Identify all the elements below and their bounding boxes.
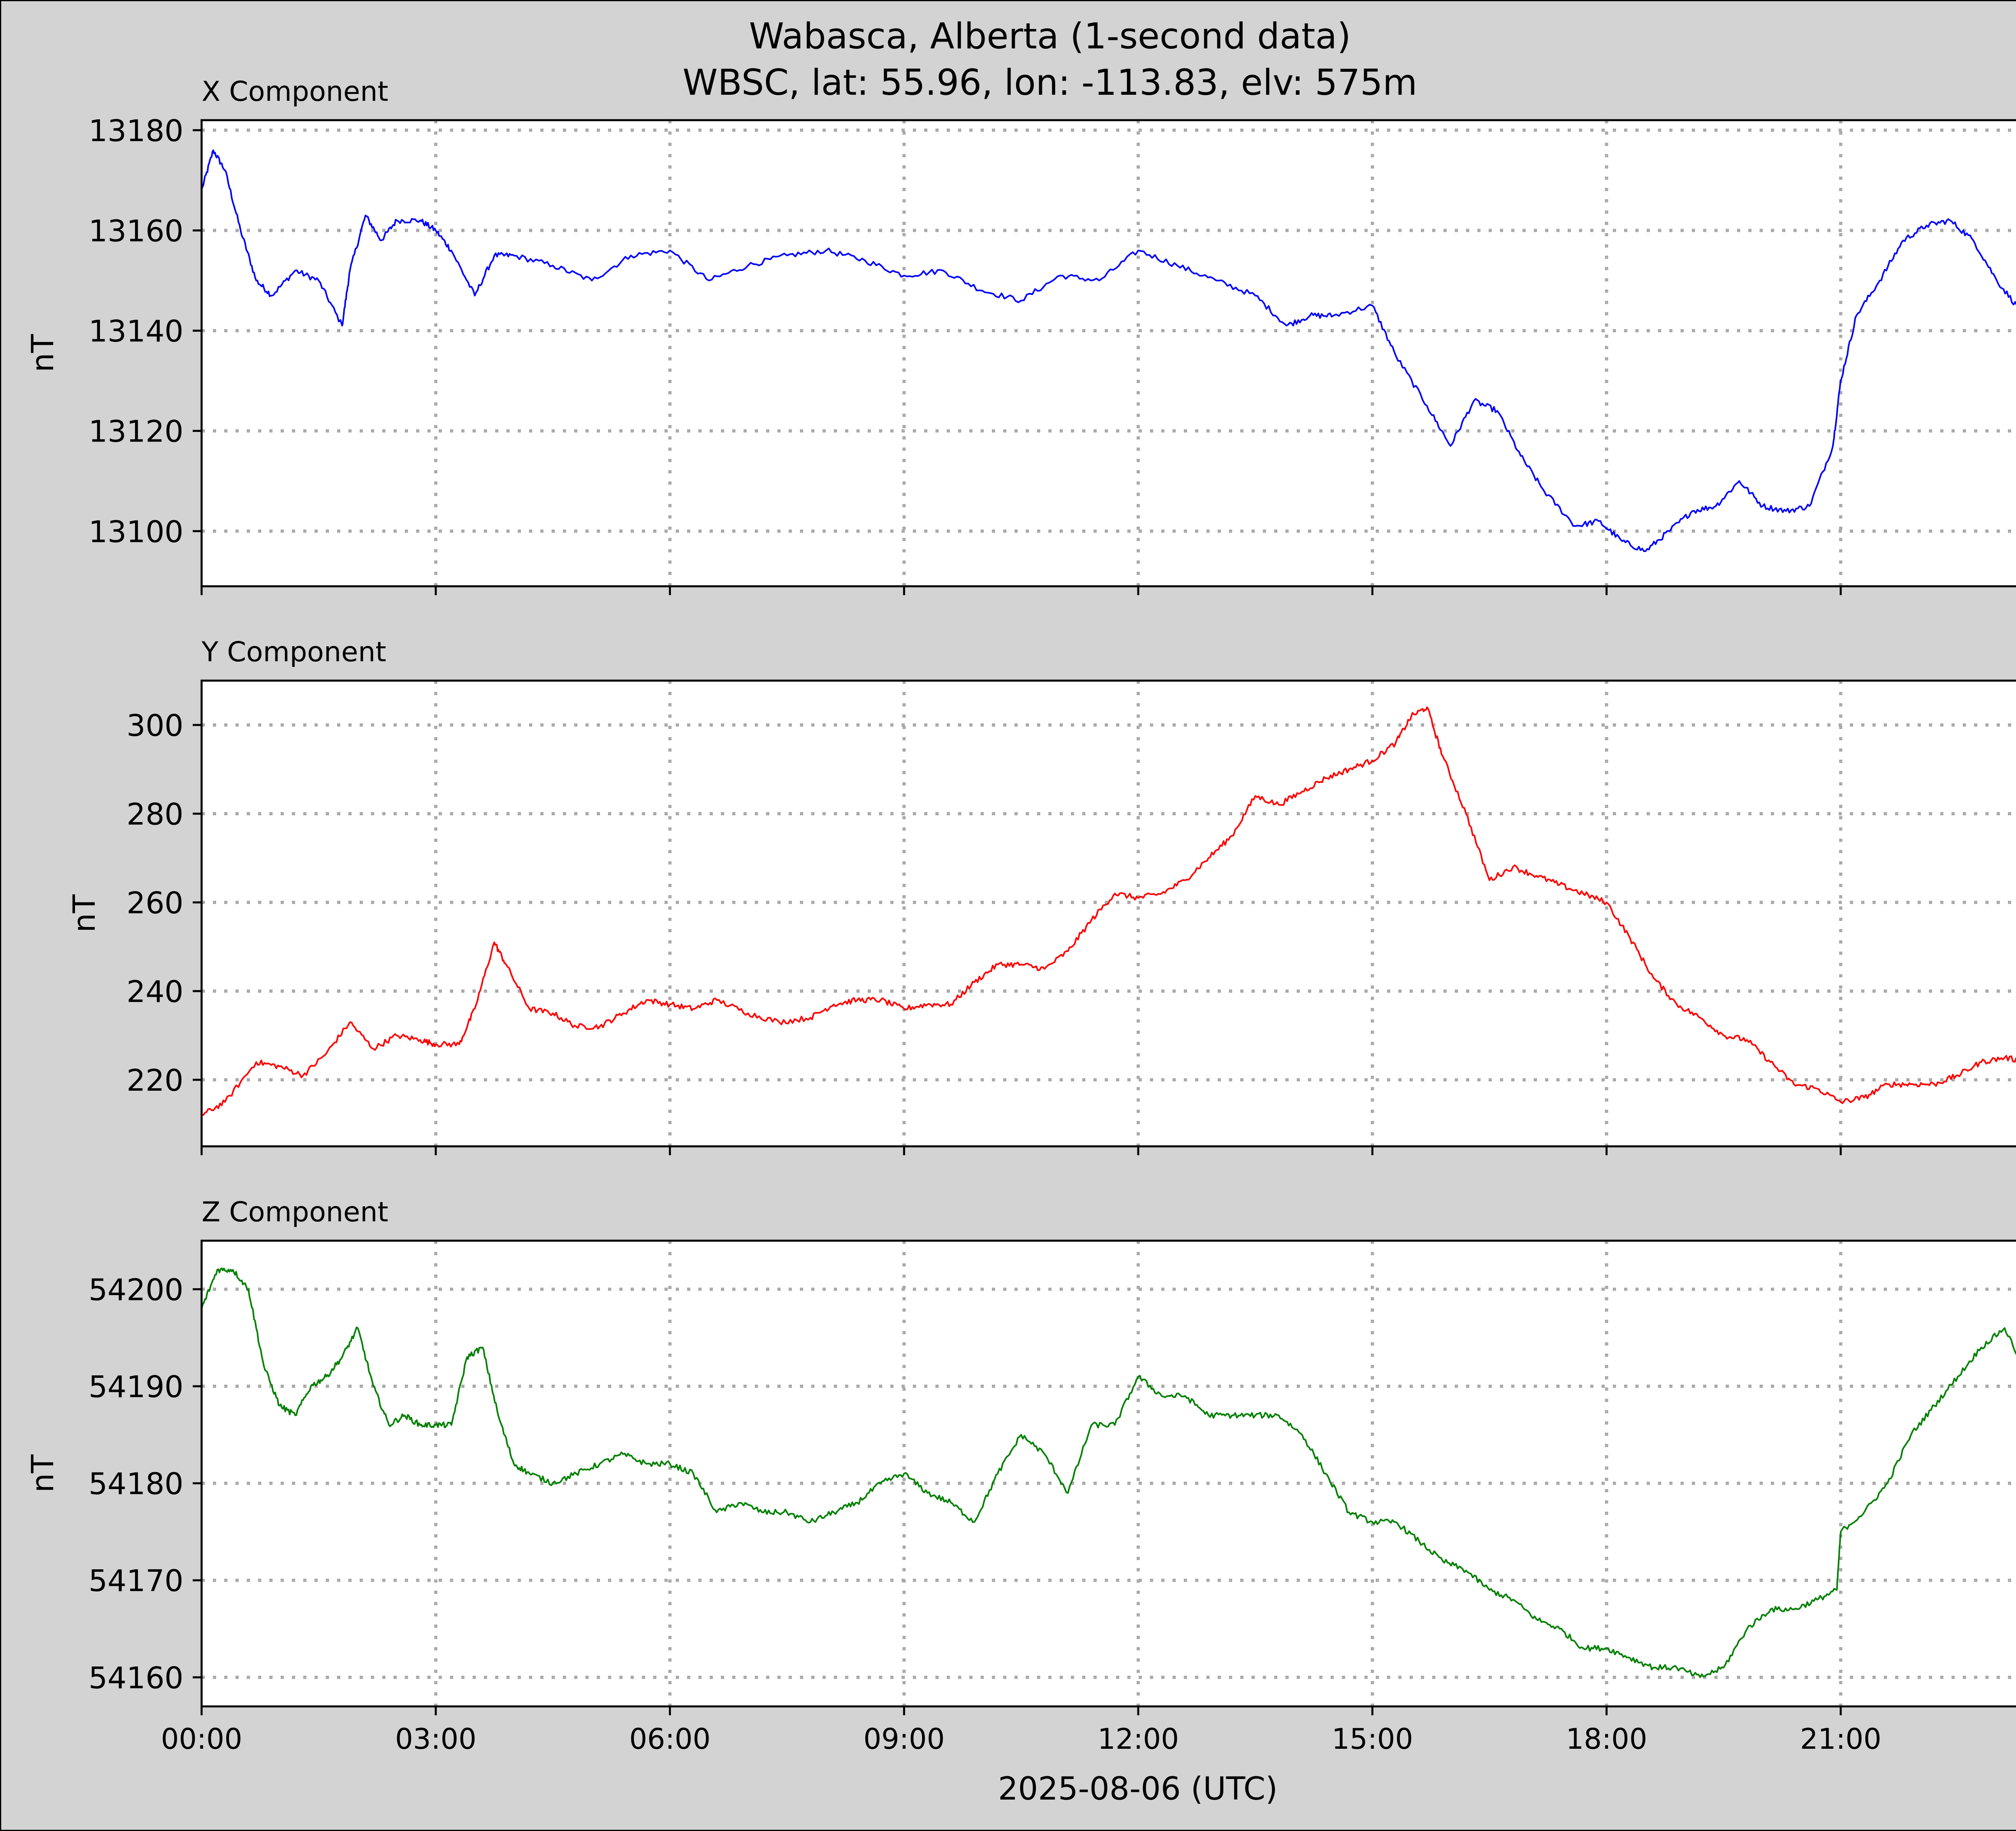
x-component-line — [201, 149, 2016, 552]
y-tick-label: 13160 — [89, 214, 183, 248]
y-tick-label: 13180 — [89, 114, 183, 148]
x-tick-label: 00:00 — [161, 1723, 242, 1756]
x-tick-label: 06:00 — [629, 1723, 711, 1756]
y-tick-label: 13120 — [89, 415, 183, 449]
x-tick-label: 03:00 — [395, 1723, 477, 1756]
y-tick-label: 220 — [127, 1063, 183, 1098]
x-axis-label: 2025-08-06 (UTC) — [998, 1771, 1278, 1807]
y-tick-label: 13100 — [89, 515, 183, 549]
plot-area — [202, 681, 2016, 1146]
y-axis-label: nT — [66, 894, 102, 933]
panel-subtitle: Z Component — [202, 1196, 388, 1228]
plot-area — [202, 1241, 2016, 1706]
panel-subtitle: X Component — [202, 76, 388, 108]
y-axis-label: nT — [25, 334, 60, 372]
z-component-line — [201, 1267, 2016, 1678]
plot-area — [202, 120, 2016, 586]
y-tick-label: 13140 — [89, 314, 183, 349]
z-component-panel: 54160 54170 54180 54190 54200 00:00 03:00 06:00… — [25, 1196, 2016, 1756]
y-tick-label: 280 — [127, 797, 183, 832]
y-tick-label: 240 — [127, 975, 183, 1009]
y-axis-label: nT — [25, 1454, 60, 1493]
y-component-panel: 220 240 260 280 300 Y Component nT — [66, 636, 2016, 1155]
x-tick-label: 12:00 — [1098, 1723, 1179, 1756]
panel-subtitle: Y Component — [201, 636, 386, 668]
x-tick-label: 21:00 — [1800, 1723, 1881, 1756]
figure-title-line2: WBSC, lat: 55.96, lon: -113.83, elv: 575… — [683, 62, 1417, 103]
figure-title-line1: Wabasca, Alberta (1-second data) — [749, 15, 1351, 57]
y-tick-label: 300 — [127, 708, 183, 743]
x-component-panel: 13100 13120 13140 13160 13180 X Component nT — [25, 76, 2016, 595]
y-component-line — [201, 706, 2016, 1116]
y-tick-label: 54180 — [89, 1467, 183, 1502]
x-tick-label: 18:00 — [1566, 1723, 1647, 1756]
y-tick-label: 260 — [127, 886, 183, 921]
x-tick-label: 15:00 — [1332, 1723, 1413, 1756]
y-tick-label: 54160 — [89, 1661, 183, 1696]
y-tick-label: 54170 — [89, 1564, 183, 1598]
y-tick-label: 54190 — [89, 1370, 183, 1404]
y-tick-label: 54200 — [89, 1273, 183, 1307]
x-tick-label: 09:00 — [863, 1723, 945, 1756]
